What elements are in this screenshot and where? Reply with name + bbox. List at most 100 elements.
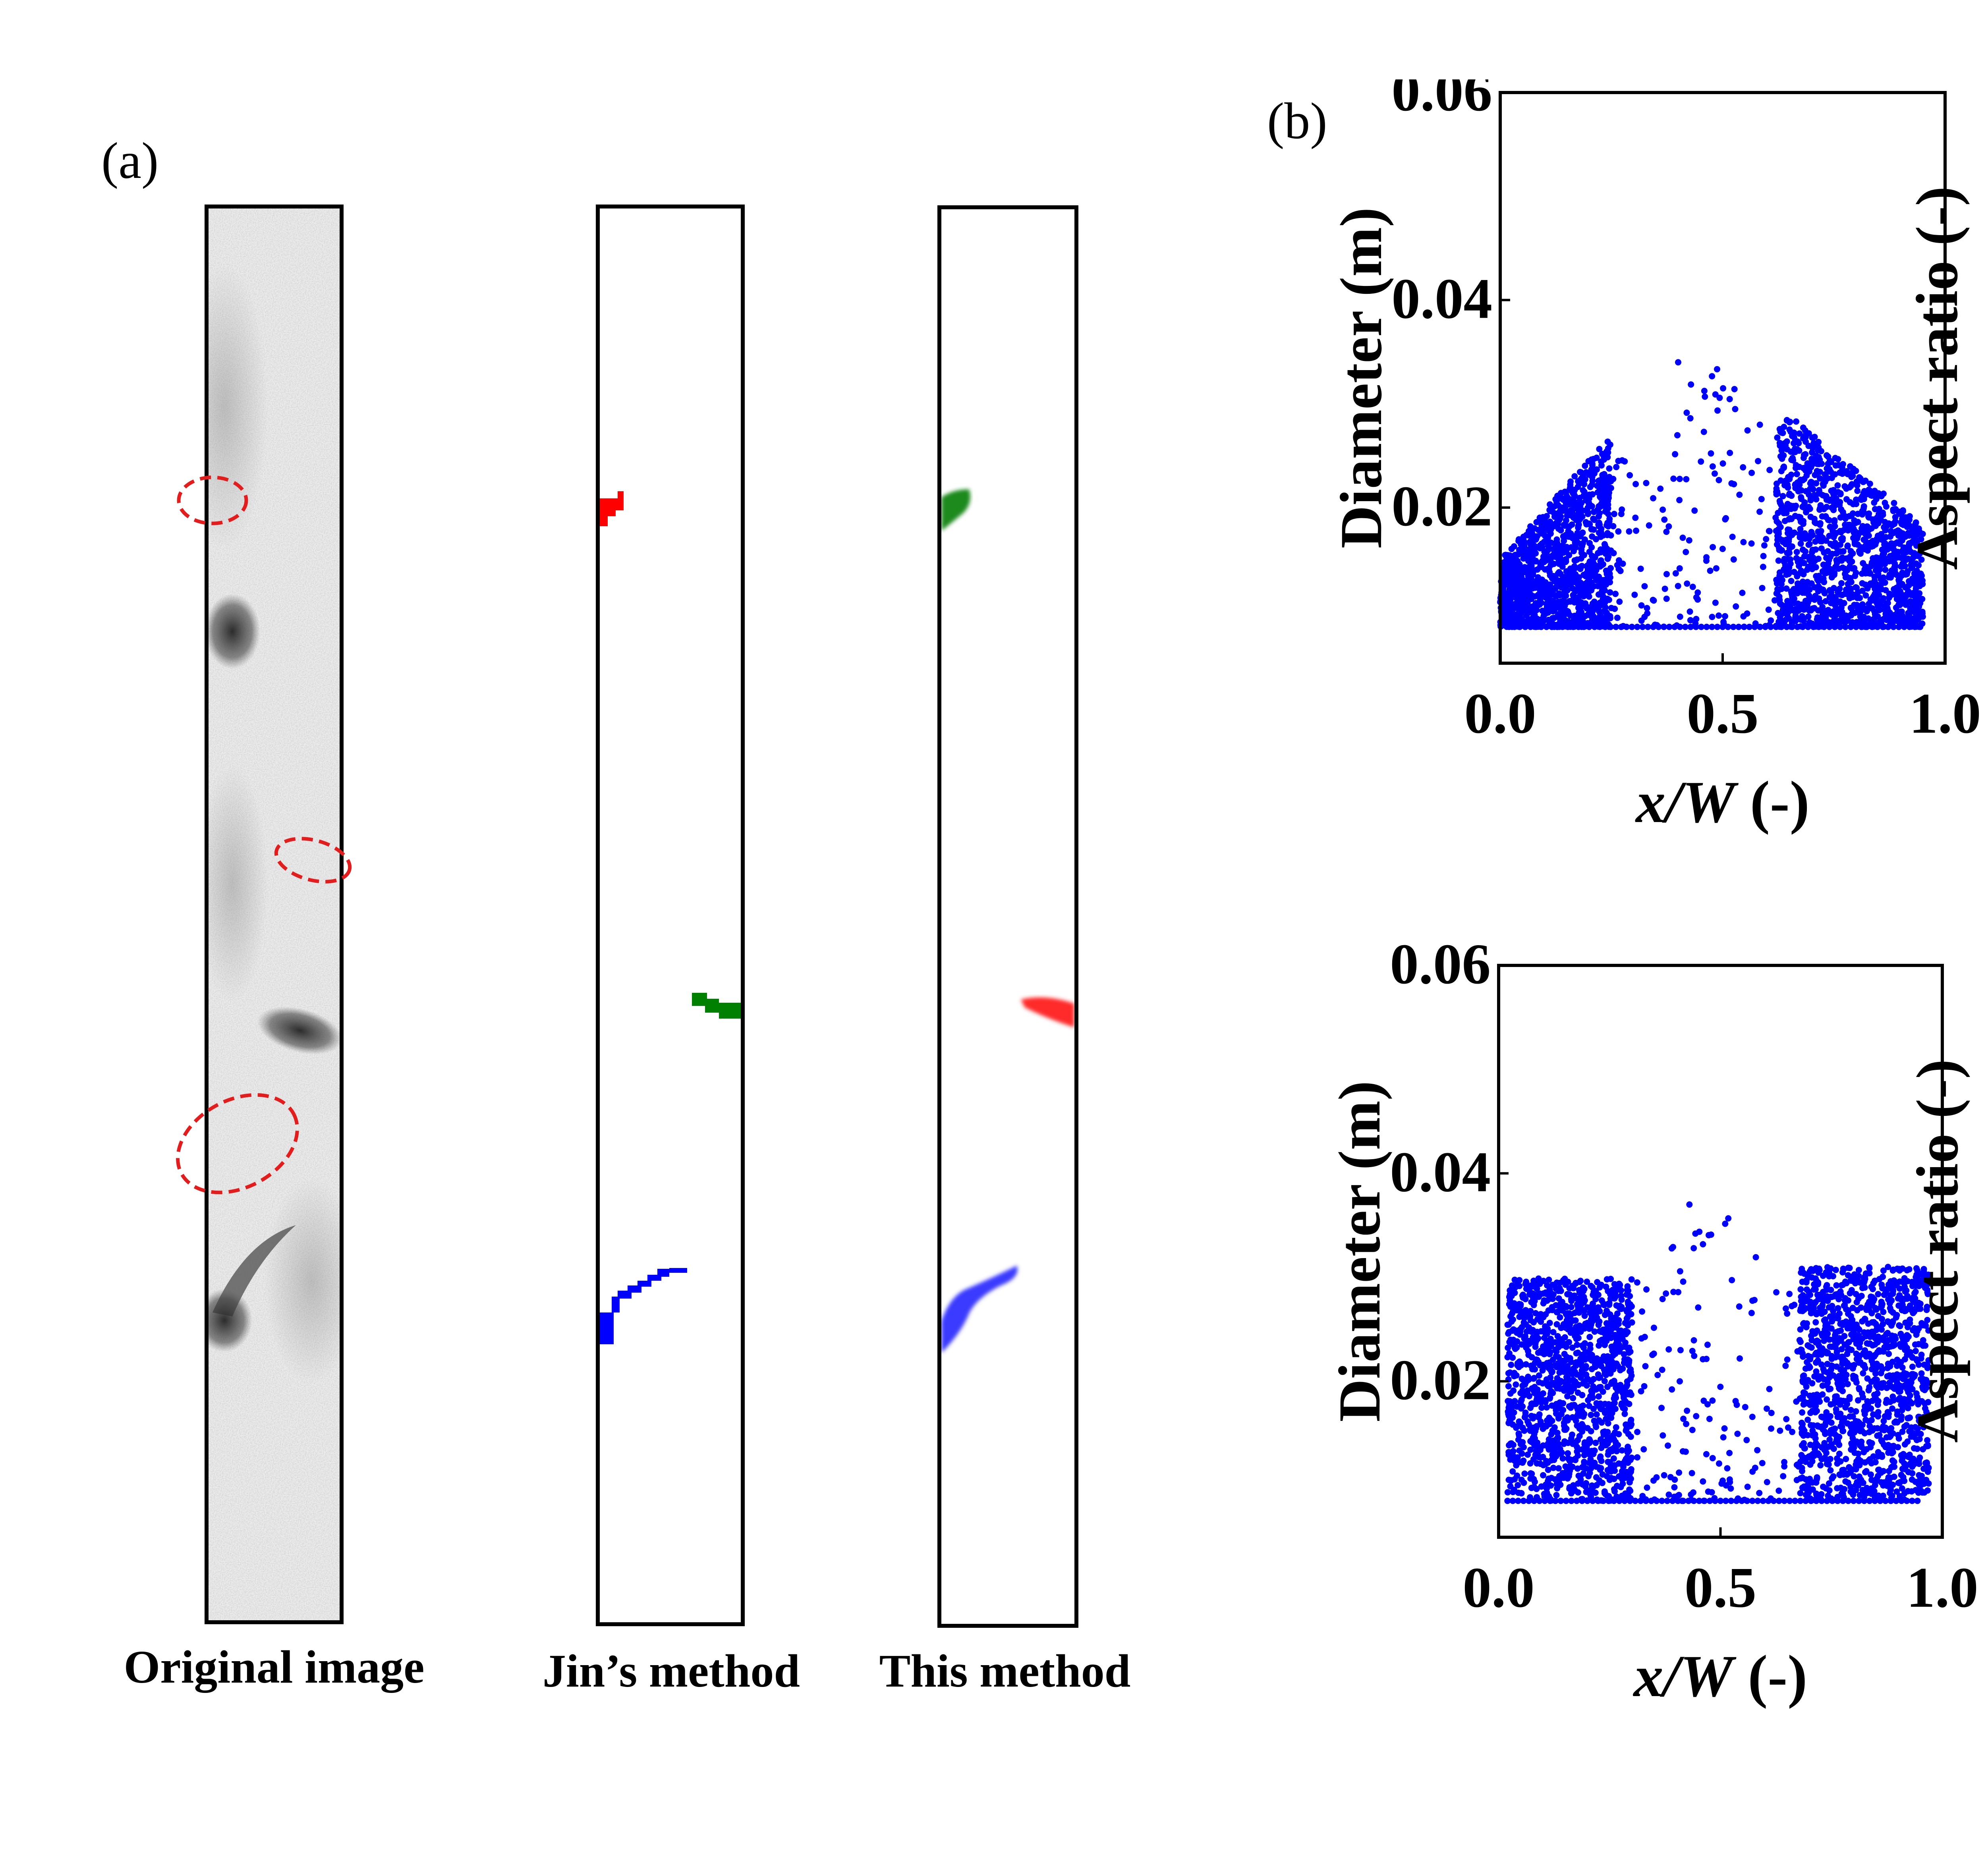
data-point (1801, 455, 1807, 461)
data-point (1827, 524, 1833, 530)
data-point (1638, 618, 1645, 624)
data-point (1556, 549, 1562, 555)
data-point (1575, 514, 1581, 521)
data-point (1876, 506, 1882, 512)
data-point (1758, 496, 1765, 502)
data-point (1686, 537, 1692, 544)
data-point (1820, 562, 1827, 568)
data-point (1576, 509, 1582, 515)
data-point (1662, 586, 1668, 592)
data-point (1714, 366, 1720, 372)
data-point (1528, 563, 1535, 569)
data-point (1833, 606, 1840, 612)
data-point (1748, 470, 1755, 476)
data-point (1811, 457, 1817, 464)
data-point (1739, 590, 1746, 596)
data-point (1810, 547, 1816, 553)
chart-jin-diameter: 0.020.040.060.0 0.5 1.0x/W (-)Diameter (m) (1328, 79, 1981, 835)
data-point (1786, 615, 1792, 621)
data-point (1707, 567, 1714, 574)
data-point (1558, 592, 1564, 598)
data-point (1800, 518, 1806, 524)
data-point (1854, 602, 1860, 608)
x-axis-label: x/W (-) (1635, 769, 1809, 835)
data-point (1684, 409, 1690, 416)
data-point (1744, 610, 1750, 617)
data-point (1794, 549, 1800, 555)
data-point (1776, 520, 1782, 527)
scatter-charts: 0.020.040.060.0 0.5 1.0x/W (-)Diameter (m)… (1271, 79, 1986, 1866)
data-point (1657, 486, 1663, 492)
data-point (1847, 554, 1853, 560)
data-point (1797, 487, 1803, 494)
data-point (1510, 591, 1516, 597)
data-point (1884, 546, 1891, 553)
data-point (1788, 492, 1795, 499)
data-point (1778, 548, 1784, 554)
data-point (1781, 559, 1787, 565)
data-point (1702, 394, 1708, 400)
data-point (1815, 588, 1822, 594)
data-point (1588, 526, 1595, 532)
data-point (1875, 587, 1882, 594)
data-point (1536, 602, 1542, 608)
data-point (1879, 555, 1885, 561)
data-point (1710, 463, 1716, 470)
data-point (1873, 554, 1880, 561)
data-point (1881, 560, 1887, 567)
y-axis-label: Diameter (m) (1328, 207, 1394, 548)
data-point (1913, 576, 1919, 583)
this-method-strip (937, 205, 1078, 1628)
data-point (1863, 564, 1869, 570)
data-point (1847, 463, 1853, 469)
data-point (1602, 541, 1608, 547)
data-point (1611, 511, 1617, 517)
data-point (1787, 428, 1794, 435)
data-point (1805, 443, 1812, 449)
data-point (1884, 523, 1890, 529)
data-point (1606, 465, 1613, 472)
data-point (1875, 533, 1881, 539)
data-point (1830, 507, 1837, 513)
data-point (1811, 596, 1818, 603)
caption-original-image: Original image (87, 1640, 461, 1694)
data-point (1687, 415, 1694, 421)
data-point (1854, 482, 1860, 488)
data-point (1603, 479, 1609, 486)
data-point (1511, 543, 1517, 550)
data-point (1588, 564, 1595, 571)
data-point (1897, 529, 1903, 535)
data-point (1798, 494, 1804, 500)
data-point (1633, 528, 1639, 534)
data-point (1886, 591, 1893, 597)
data-point (1842, 571, 1848, 577)
data-point (1714, 407, 1721, 414)
data-point (1848, 483, 1854, 489)
data-point (1712, 391, 1719, 398)
this-segment-red (1021, 997, 1074, 1027)
data-point (1806, 468, 1812, 475)
data-point (1549, 507, 1555, 513)
data-point (1789, 594, 1795, 600)
data-point (1896, 614, 1903, 621)
data-point (1872, 562, 1879, 568)
data-point (1557, 577, 1563, 584)
data-point (1785, 506, 1791, 513)
data-point (1825, 454, 1831, 460)
data-point (1891, 500, 1897, 506)
data-point (1832, 613, 1839, 619)
caption-this-method: This method (842, 1644, 1168, 1698)
data-point (1612, 591, 1619, 597)
data-point (1806, 542, 1812, 548)
data-point (1882, 540, 1888, 546)
data-point (1788, 516, 1795, 522)
data-point (1777, 428, 1784, 435)
data-point (1788, 457, 1795, 463)
data-point (1505, 601, 1511, 608)
data-point (1674, 432, 1681, 438)
data-point (1844, 543, 1851, 550)
data-point (1766, 606, 1772, 613)
data-point (1795, 580, 1801, 587)
data-point (1716, 477, 1722, 483)
data-point (1809, 434, 1815, 441)
